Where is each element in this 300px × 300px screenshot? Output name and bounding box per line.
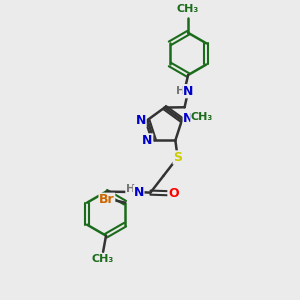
Text: N: N <box>183 112 194 125</box>
Text: N: N <box>142 134 153 147</box>
Text: H: H <box>126 184 135 194</box>
Text: N: N <box>183 85 193 98</box>
Text: O: O <box>168 187 178 200</box>
Text: CH₃: CH₃ <box>177 4 199 14</box>
Text: S: S <box>173 151 182 164</box>
Text: N: N <box>134 185 144 199</box>
Text: H: H <box>176 86 185 96</box>
Text: CH₃: CH₃ <box>92 254 114 264</box>
Text: CH₃: CH₃ <box>191 112 213 122</box>
Text: Br: Br <box>99 193 115 206</box>
Text: N: N <box>136 114 146 127</box>
